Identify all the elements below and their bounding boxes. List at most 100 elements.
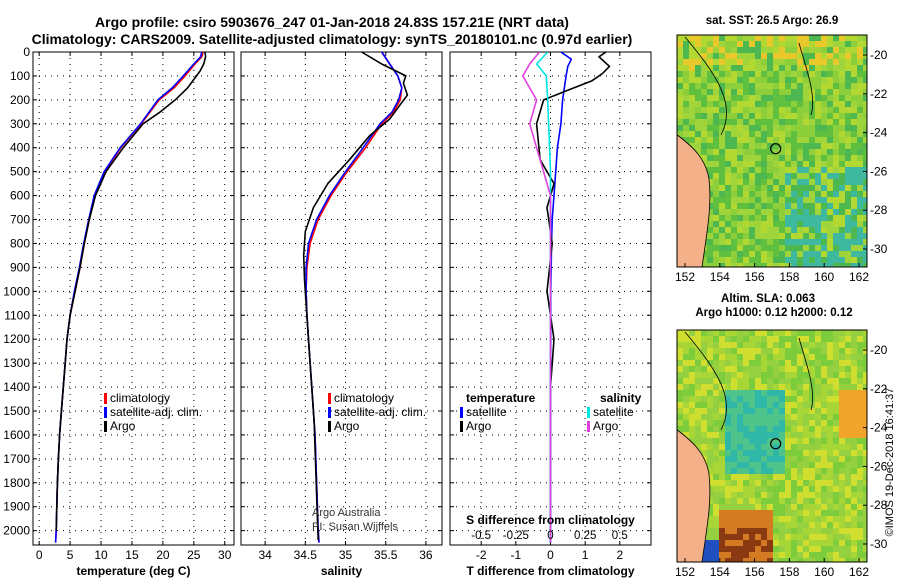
map-cell bbox=[713, 330, 719, 336]
map-cell bbox=[779, 41, 785, 47]
map-cell bbox=[863, 378, 867, 384]
map-cell bbox=[773, 432, 779, 438]
map-cell bbox=[701, 65, 707, 71]
map-cell bbox=[833, 528, 839, 534]
map-cell bbox=[845, 534, 851, 540]
map-cell bbox=[809, 474, 815, 480]
map-cell bbox=[815, 71, 821, 77]
map-cell bbox=[731, 197, 737, 203]
x-tick-label: 36 bbox=[419, 548, 433, 562]
map-cell bbox=[755, 119, 761, 125]
map-cell bbox=[839, 77, 845, 83]
map-cell bbox=[695, 426, 701, 432]
map-cell bbox=[815, 396, 821, 402]
map-cell bbox=[785, 408, 791, 414]
map-cell bbox=[761, 348, 767, 354]
map-cell bbox=[731, 360, 737, 366]
map-cell bbox=[695, 348, 701, 354]
map-cell bbox=[851, 474, 857, 480]
map-cell bbox=[707, 245, 713, 251]
map-cell bbox=[773, 65, 779, 71]
map-cell bbox=[863, 330, 867, 336]
map-cell bbox=[791, 534, 797, 540]
map-cell bbox=[851, 71, 857, 77]
map-cell bbox=[827, 396, 833, 402]
map-cell bbox=[815, 408, 821, 414]
map-cell bbox=[725, 420, 731, 426]
map-cell bbox=[785, 498, 791, 504]
map-cell bbox=[857, 414, 863, 420]
map-cell bbox=[863, 504, 867, 510]
map-cell bbox=[803, 191, 809, 197]
map-cell bbox=[851, 161, 857, 167]
map-cell bbox=[785, 492, 791, 498]
map-cell bbox=[719, 83, 725, 89]
map-cell bbox=[683, 95, 689, 101]
map-cell bbox=[833, 444, 839, 450]
map-cell bbox=[755, 251, 761, 257]
map-cell bbox=[827, 101, 833, 107]
map-cell bbox=[791, 456, 797, 462]
map-cell bbox=[773, 107, 779, 113]
map-cell bbox=[863, 245, 867, 251]
map-cell bbox=[773, 498, 779, 504]
map-cell bbox=[803, 155, 809, 161]
map-cell bbox=[839, 384, 845, 390]
map-cell bbox=[719, 540, 725, 546]
map-cell bbox=[851, 65, 857, 71]
map-cell bbox=[857, 528, 863, 534]
map-cell bbox=[743, 426, 749, 432]
map-cell bbox=[803, 522, 809, 528]
map-cell bbox=[791, 221, 797, 227]
map-cell bbox=[791, 342, 797, 348]
map-cell bbox=[851, 486, 857, 492]
map-cell bbox=[731, 65, 737, 71]
s-tick-label: -0.25 bbox=[503, 530, 529, 542]
map-cell bbox=[707, 390, 713, 396]
series-line-satellite-adj-clim- bbox=[54, 52, 203, 543]
map-cell bbox=[725, 504, 731, 510]
map-cell bbox=[707, 432, 713, 438]
map-cell bbox=[731, 83, 737, 89]
map-cell bbox=[863, 221, 867, 227]
map-cell bbox=[731, 348, 737, 354]
map-cell bbox=[851, 558, 857, 562]
map-cell bbox=[815, 450, 821, 456]
map-cell bbox=[761, 221, 767, 227]
map-cell bbox=[749, 426, 755, 432]
map-cell bbox=[839, 366, 845, 372]
map-cell bbox=[731, 534, 737, 540]
map-cell bbox=[695, 113, 701, 119]
map-cell bbox=[809, 227, 815, 233]
map-cell bbox=[863, 348, 867, 354]
map-cell bbox=[827, 372, 833, 378]
map-cell bbox=[815, 492, 821, 498]
map-cell bbox=[707, 149, 713, 155]
map-cell bbox=[809, 251, 815, 257]
map-cell bbox=[791, 336, 797, 342]
map-cell bbox=[701, 444, 707, 450]
map-cell bbox=[761, 203, 767, 209]
map-cell bbox=[707, 215, 713, 221]
map-cell bbox=[725, 336, 731, 342]
map-cell bbox=[713, 161, 719, 167]
map-cell bbox=[785, 378, 791, 384]
map-cell bbox=[695, 420, 701, 426]
map-cell bbox=[773, 239, 779, 245]
map-cell bbox=[821, 137, 827, 143]
map-cell bbox=[761, 366, 767, 372]
map-cell bbox=[809, 462, 815, 468]
map-cell bbox=[821, 125, 827, 131]
map-cell bbox=[737, 95, 743, 101]
map-cell bbox=[755, 95, 761, 101]
map-cell bbox=[845, 251, 851, 257]
map-cell bbox=[755, 209, 761, 215]
map-cell bbox=[755, 384, 761, 390]
map-cell bbox=[857, 342, 863, 348]
map-cell bbox=[827, 47, 833, 53]
map-cell bbox=[773, 215, 779, 221]
map-cell bbox=[761, 227, 767, 233]
map-cell bbox=[827, 408, 833, 414]
map-cell bbox=[821, 432, 827, 438]
map-cell bbox=[851, 35, 857, 41]
